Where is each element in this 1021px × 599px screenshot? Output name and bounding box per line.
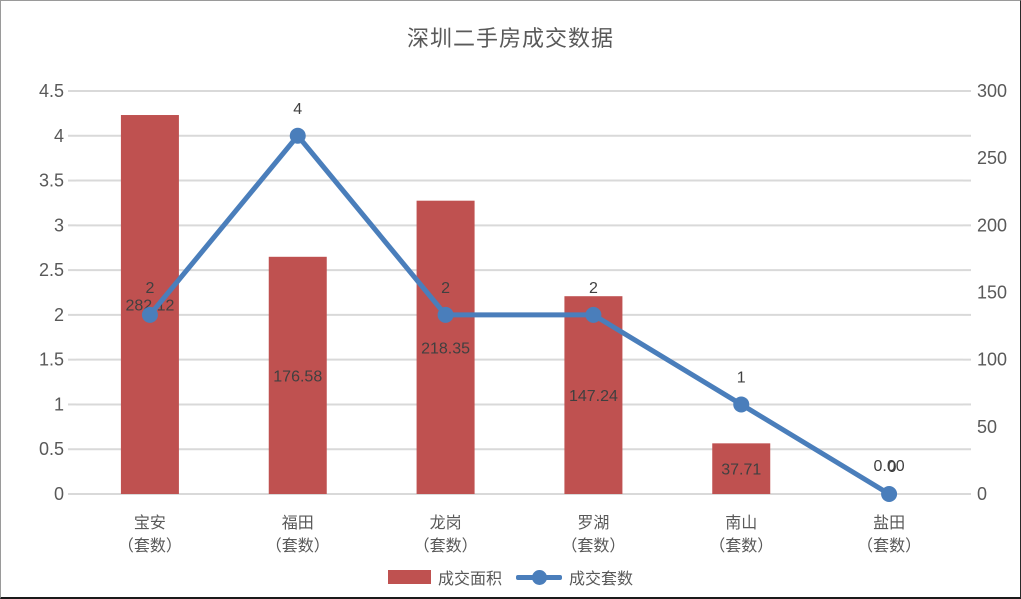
category-label: 龙岗 — [430, 514, 462, 532]
right-axis-tick-label: 300 — [977, 81, 1007, 101]
right-axis-tick-label: 200 — [977, 215, 1007, 235]
bar-series-swatch-icon — [387, 570, 431, 584]
legend: 成交面积 成交套数 — [1, 565, 1020, 589]
line-series-swatch-icon — [516, 569, 562, 585]
left-axis-tick-label: 1 — [54, 394, 64, 414]
line-value-label: 2 — [145, 280, 154, 297]
line-value-label: 0 — [888, 459, 897, 476]
left-axis-tick-label: 4 — [54, 126, 64, 146]
bar — [416, 200, 475, 494]
category-sublabel: （套数） — [561, 537, 625, 555]
left-axis-tick-label: 1.5 — [39, 350, 64, 370]
left-axis-tick-label: 2 — [54, 305, 64, 325]
line-value-label: 2 — [589, 280, 598, 297]
right-axis-tick-label: 0 — [977, 484, 987, 504]
category-label: 盐田 — [873, 514, 905, 532]
right-axis-tick-label: 150 — [977, 283, 1007, 303]
line-marker — [733, 396, 750, 413]
line-marker — [437, 306, 454, 323]
right-axis-tick-label: 250 — [977, 148, 1007, 168]
line-marker — [881, 486, 898, 502]
left-axis-tick-label: 3.5 — [39, 171, 64, 191]
bar-value-label: 0.00 — [874, 458, 905, 475]
line-value-label: 4 — [293, 101, 302, 118]
bar — [268, 256, 327, 494]
line-value-label: 1 — [737, 369, 746, 386]
legend-item-count: 成交套数 — [516, 565, 633, 589]
category-label: 福田 — [282, 514, 314, 532]
left-axis-tick-label: 0 — [54, 484, 64, 504]
legend-label-count: 成交套数 — [569, 571, 634, 588]
category-sublabel: （套数） — [414, 537, 478, 555]
left-axis-tick-label: 3 — [54, 215, 64, 235]
bar — [712, 443, 771, 494]
line-marker — [585, 306, 602, 323]
category-label: 罗湖 — [577, 514, 609, 532]
chart-title: 深圳二手房成交数据 — [406, 26, 614, 51]
bar-value-label: 218.35 — [421, 340, 470, 357]
right-axis-tick-label: 100 — [977, 350, 1007, 370]
right-axis-tick-label: 50 — [977, 417, 997, 437]
legend-item-area: 成交面积 — [387, 565, 502, 589]
category-sublabel: （套数） — [709, 537, 773, 555]
bar-value-label: 37.71 — [721, 462, 761, 479]
line-marker — [289, 127, 306, 144]
category-sublabel: （套数） — [118, 537, 182, 555]
bar-value-label: 147.24 — [569, 388, 618, 405]
line-value-label: 2 — [441, 280, 450, 297]
left-axis-tick-label: 0.5 — [39, 439, 64, 459]
category-label: 宝安 — [134, 514, 166, 532]
legend-label-area: 成交面积 — [437, 571, 502, 588]
category-sublabel: （套数） — [266, 537, 330, 555]
category-label: 南山 — [725, 514, 757, 532]
category-sublabel: （套数） — [857, 537, 921, 555]
left-axis-tick-label: 4.5 — [39, 81, 64, 101]
line-marker — [141, 306, 158, 323]
bar-value-label: 176.58 — [273, 368, 322, 385]
left-axis-tick-label: 2.5 — [39, 260, 64, 280]
bar — [120, 115, 179, 494]
line-series — [147, 133, 892, 497]
